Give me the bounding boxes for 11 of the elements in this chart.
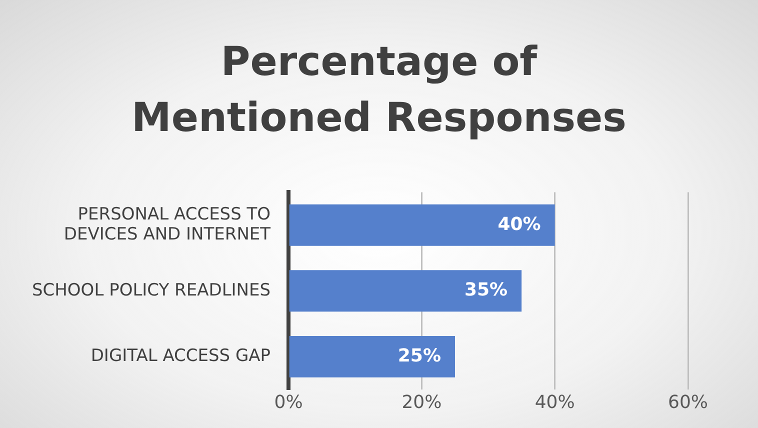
chart-title: Percentage of Mentioned Responses xyxy=(130,38,628,143)
y-tick-label: PERSONAL ACCESS TO DEVICES AND INTERNET xyxy=(64,204,272,245)
x-tick-label: 0% xyxy=(274,392,303,414)
y-tick-label: DIGITAL ACCESS GAP xyxy=(90,346,271,366)
x-tick-label: 20% xyxy=(402,392,442,414)
y-tick-label: SCHOOL POLICY READLINES xyxy=(32,280,271,300)
data-label: 35% xyxy=(464,280,508,301)
x-tick-label: 40% xyxy=(534,392,575,414)
x-tick-label: 60% xyxy=(668,392,708,414)
data-label: 25% xyxy=(398,345,441,366)
data-label: 40% xyxy=(498,214,541,235)
